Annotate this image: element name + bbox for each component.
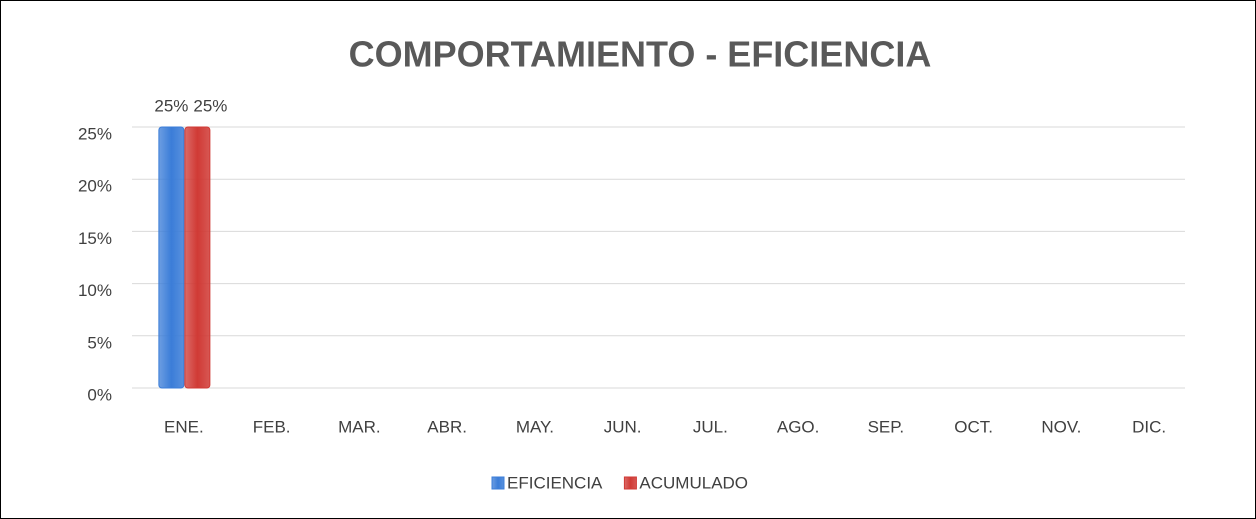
- y-tick-label: 5%: [87, 333, 112, 352]
- x-tick-label: SEP.: [868, 417, 905, 436]
- x-tick-label: JUL.: [693, 417, 728, 436]
- x-tick-label: AGO.: [777, 417, 820, 436]
- x-tick-label: ENE.: [164, 417, 204, 436]
- legend-label: EFICIENCIA: [507, 473, 603, 492]
- x-tick-label: MAY.: [516, 417, 554, 436]
- y-tick-label: 25%: [78, 124, 112, 143]
- legend-swatch: [491, 476, 505, 490]
- legend-swatch: [623, 476, 637, 490]
- x-tick-label: MAR.: [338, 417, 381, 436]
- data-label: 25%: [193, 96, 227, 115]
- x-tick-label: NOV.: [1041, 417, 1081, 436]
- legend-label: ACUMULADO: [639, 473, 748, 492]
- y-tick-label: 0%: [87, 385, 112, 404]
- data-label: 25%: [154, 96, 188, 115]
- bar: [158, 126, 185, 389]
- y-tick-label: 10%: [78, 281, 112, 300]
- x-tick-label: JUN.: [604, 417, 642, 436]
- chart-title: COMPORTAMIENTO - EFICIENCIA: [349, 34, 932, 75]
- y-tick-label: 15%: [78, 229, 112, 248]
- x-tick-label: FEB.: [253, 417, 291, 436]
- x-tick-label: OCT.: [954, 417, 993, 436]
- bar: [184, 126, 211, 389]
- x-tick-label: DIC.: [1132, 417, 1166, 436]
- x-tick-label: ABR.: [427, 417, 467, 436]
- y-tick-label: 20%: [78, 177, 112, 196]
